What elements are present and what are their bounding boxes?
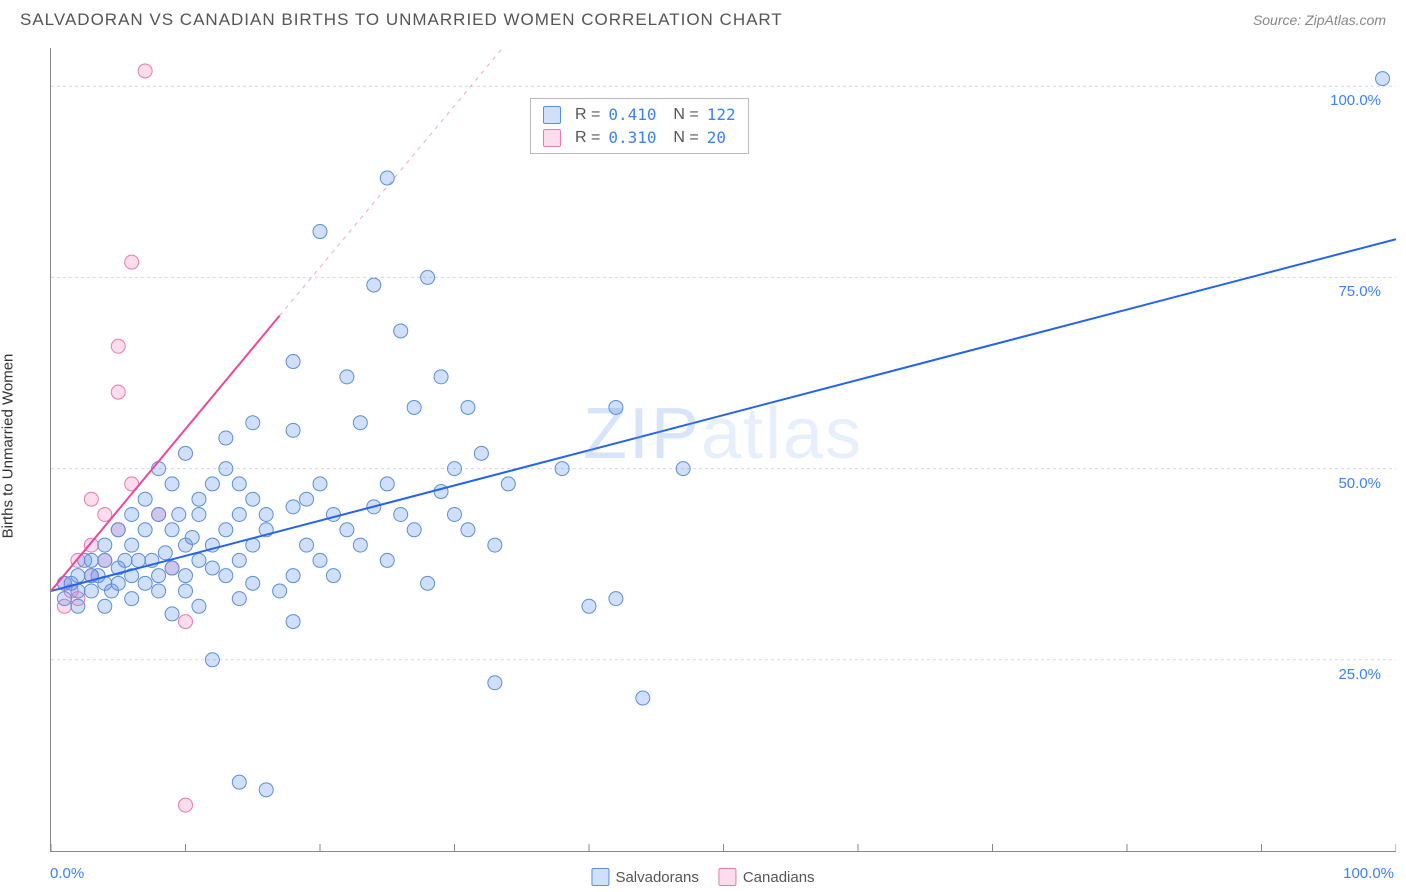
- legend-swatch-icon: [591, 868, 609, 886]
- n-label: N =: [665, 106, 699, 124]
- y-tick-75: 75.0%: [1338, 283, 1381, 300]
- n-value-salvadorans: 122: [707, 105, 736, 124]
- legend-label-salvadorans: Salvadorans: [615, 869, 698, 886]
- chart-title: SALVADORAN VS CANADIAN BIRTHS TO UNMARRI…: [20, 10, 783, 30]
- y-axis-label: Births to Unmarried Women: [0, 354, 17, 539]
- legend-swatch-icon: [719, 868, 737, 886]
- chart-source: Source: ZipAtlas.com: [1253, 12, 1386, 28]
- r-value-canadians: 0.310: [608, 128, 656, 147]
- correlation-legend: R = 0.410 N = 122 R = 0.310 N = 20: [530, 98, 749, 154]
- scatter-plot: [50, 48, 1396, 852]
- x-axis-max: 100.0%: [1343, 865, 1394, 882]
- legend-item-salvadorans: Salvadorans: [591, 868, 698, 886]
- n-value-canadians: 20: [707, 128, 726, 147]
- legend-item-canadians: Canadians: [719, 868, 815, 886]
- n-label: N =: [665, 129, 699, 147]
- r-label: R =: [575, 129, 600, 147]
- r-value-salvadorans: 0.410: [608, 105, 656, 124]
- legend-label-canadians: Canadians: [743, 869, 815, 886]
- legend-swatch-icon: [543, 106, 561, 124]
- y-tick-50: 50.0%: [1338, 475, 1381, 492]
- legend-swatch-icon: [543, 129, 561, 147]
- chart-area: ZIPatlas R = 0.410 N = 122 R = 0.310 N =…: [50, 48, 1396, 852]
- y-tick-100: 100.0%: [1330, 92, 1381, 109]
- bottom-legend: Salvadorans Canadians: [591, 868, 814, 886]
- x-axis-min: 0.0%: [50, 865, 84, 882]
- legend-row-canadians: R = 0.310 N = 20: [543, 126, 736, 149]
- y-tick-25: 25.0%: [1338, 666, 1381, 683]
- legend-row-salvadorans: R = 0.410 N = 122: [543, 103, 736, 126]
- r-label: R =: [575, 106, 600, 124]
